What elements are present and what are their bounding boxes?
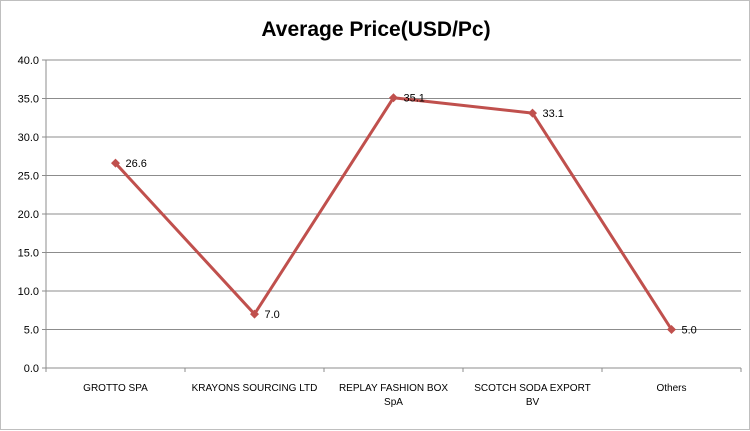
data-label: 35.1	[404, 93, 425, 105]
series-group	[111, 93, 676, 334]
data-label: 5.0	[682, 325, 697, 337]
data-point	[389, 93, 398, 103]
data-label: 33.1	[543, 108, 564, 120]
data-label: 26.6	[126, 158, 147, 170]
data-point	[250, 309, 259, 319]
y-tick-label: 30.0	[18, 132, 39, 144]
y-tick-label: 25.0	[18, 171, 39, 183]
axes	[42, 59, 742, 372]
data-label: 7.0	[265, 309, 280, 321]
x-tick-label: REPLAY FASHION BOX SpA	[339, 383, 448, 408]
y-tick-label: 35.0	[18, 94, 39, 106]
x-tick-label: Others	[656, 383, 686, 394]
data-point	[111, 158, 120, 168]
y-tick-label: 5.0	[24, 325, 39, 337]
y-tick-label: 20.0	[18, 209, 39, 221]
x-tick-labels: GROTTO SPA KRAYONS SOURCING LTD REPLAY FAS…	[83, 383, 686, 408]
y-tick-label: 15.0	[18, 248, 39, 260]
x-tick-label: KRAYONS SOURCING LTD	[192, 383, 318, 394]
data-point	[667, 325, 676, 334]
chart-title: Average Price(USD/Pc)	[261, 18, 490, 41]
y-tick-label: 0.0	[24, 363, 39, 375]
y-tick-label: 10.0	[18, 286, 39, 298]
y-tick-labels: 0.0 5.0 10.0 15.0 20.0 25.0 30.0 35.0 40.0	[18, 55, 39, 375]
x-tick-label: GROTTO SPA	[83, 383, 148, 394]
x-tick-label: SCOTCH SODA EXPORT BV	[474, 383, 591, 408]
data-point	[528, 108, 537, 118]
y-tick-label: 40.0	[18, 55, 39, 67]
data-labels: 26.6 7.0 35.1 33.1 5.0	[126, 93, 697, 337]
